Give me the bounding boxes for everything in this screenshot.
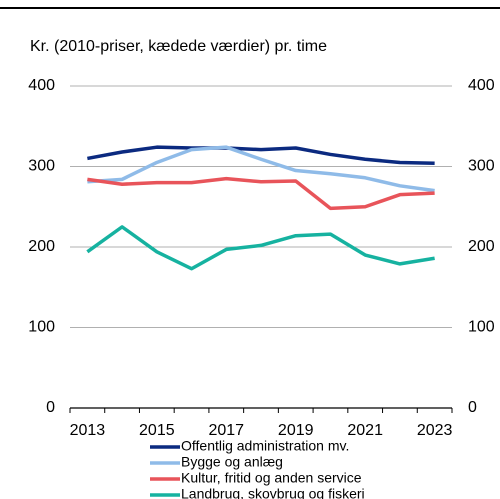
x-tick-label: 2013 xyxy=(70,422,106,439)
x-tick-label: 2021 xyxy=(347,422,383,439)
series-line xyxy=(87,145,435,166)
legend-label: Offentlig administration mv. xyxy=(181,438,349,454)
legend-label: Bygge og anlæg xyxy=(181,454,283,470)
series-line xyxy=(87,176,435,211)
y2-tick-label: 300 xyxy=(468,158,495,175)
y2-tick-label: 400 xyxy=(468,77,495,94)
x-tick-label: 2017 xyxy=(208,422,244,439)
x-tick-label: 2019 xyxy=(278,422,314,439)
y2-tick-label: 200 xyxy=(468,238,495,255)
y-tick-label: 200 xyxy=(28,238,55,255)
x-tick-label: 2023 xyxy=(417,422,453,439)
series-line xyxy=(87,145,435,193)
series-line xyxy=(86,225,435,271)
y-tick-label: 100 xyxy=(28,319,55,336)
y-tick-label: 400 xyxy=(28,77,55,94)
y2-tick-label: 100 xyxy=(468,319,495,336)
legend-label: Landbrug, skovbrug og fiskeri xyxy=(181,486,365,499)
y-tick-label: 0 xyxy=(46,399,55,416)
chart-subtitle: Kr. (2010-priser, kædede værdier) pr. ti… xyxy=(30,38,327,55)
x-tick-label: 2015 xyxy=(139,422,175,439)
y-tick-label: 300 xyxy=(28,158,55,175)
y2-tick-label: 0 xyxy=(468,399,477,416)
legend-label: Kultur, fritid og anden service xyxy=(181,470,362,486)
